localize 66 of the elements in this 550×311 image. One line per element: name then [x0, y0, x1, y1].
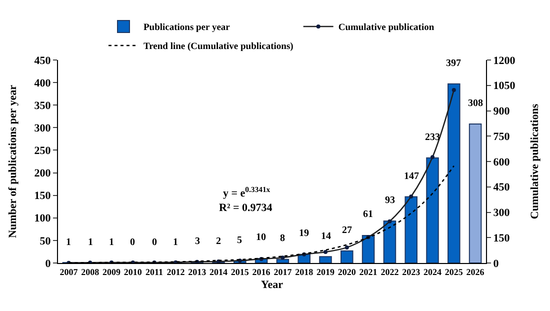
data-label: 308 — [468, 98, 483, 109]
x-tick-label: 2010 — [124, 266, 142, 277]
annotation: y = e$^{0.3341x}$ — [223, 185, 270, 200]
y-tick-label: 50 — [40, 235, 52, 248]
x-tick-label: 2013 — [188, 266, 207, 277]
y2-tick-label: 1050 — [493, 80, 516, 92]
y-tick-label: 150 — [34, 190, 52, 202]
x-tick-label: 2020 — [338, 266, 356, 277]
x-tick-label: 2019 — [316, 266, 335, 277]
data-label: 1 — [109, 237, 114, 248]
annotation: R² = 0.9734 — [219, 202, 273, 214]
data-label: 1 — [173, 237, 178, 248]
data-label: 8 — [280, 233, 285, 244]
data-label: 14 — [321, 231, 331, 242]
legend-label: Cumulative publication — [338, 23, 435, 34]
data-label: 397 — [446, 58, 461, 69]
y-tick-label: 250 — [34, 145, 52, 158]
data-label: 27 — [342, 225, 352, 236]
data-label: 1 — [88, 237, 93, 248]
y-axis-title: Number of publications per year — [6, 84, 19, 238]
data-label: 2 — [216, 236, 221, 247]
y-tick-label: 400 — [34, 77, 52, 90]
y-tick-label: 100 — [34, 212, 52, 225]
y2-tick-label: 600 — [493, 156, 510, 168]
x-tick-label: 2014 — [210, 266, 228, 277]
x-tick-label: 2026 — [466, 266, 485, 277]
legend-label: Trend line (Cumulative publications) — [144, 42, 294, 52]
data-label: 0 — [152, 237, 157, 248]
y2-tick-label: 0 — [493, 258, 500, 270]
y2-tick-label: 1200 — [493, 54, 516, 67]
y2-tick-label: 900 — [493, 106, 510, 118]
x-tick-label: 2022 — [380, 266, 400, 277]
x-tick-label: 2011 — [146, 266, 164, 277]
data-label: 1 — [66, 237, 71, 248]
legend-label: Publications per year — [144, 23, 231, 34]
x-tick-label: 2008 — [81, 266, 100, 277]
x-tick-label: 2024 — [424, 266, 442, 277]
x-tick-label: 2023 — [402, 266, 421, 277]
y2-tick-label: 300 — [493, 207, 510, 220]
x-axis-title: Year — [261, 279, 284, 291]
data-label: 19 — [299, 228, 309, 239]
x-tick-label: 2007 — [60, 266, 78, 277]
x-tick-label: 2015 — [230, 266, 250, 277]
data-label: 61 — [363, 209, 373, 220]
data-label: 3 — [195, 236, 200, 247]
data-label: 0 — [130, 237, 135, 248]
x-tick-label: 2021 — [359, 266, 378, 277]
x-tick-label: 2012 — [166, 266, 186, 277]
x-tick-label: 2025 — [444, 266, 464, 277]
y2-axis-title: Cumulative publications — [528, 103, 541, 220]
y-tick-label: 0 — [45, 258, 52, 270]
y2-tick-label: 450 — [493, 182, 510, 194]
data-label: 10 — [256, 232, 266, 243]
y-tick-label: 200 — [34, 168, 52, 180]
data-label: 147 — [404, 171, 419, 182]
x-tick-label: 2017 — [274, 266, 292, 277]
y-tick-label: 300 — [34, 122, 52, 135]
y2-tick-label: 750 — [493, 130, 510, 143]
x-tick-label: 2009 — [102, 266, 121, 277]
x-tick-label: 2016 — [252, 266, 271, 277]
y-tick-label: 450 — [34, 54, 52, 67]
data-label: 5 — [237, 235, 242, 246]
x-tick-label: 2018 — [295, 266, 314, 277]
y2-tick-label: 150 — [493, 232, 510, 244]
y-tick-label: 350 — [34, 100, 52, 112]
data-label: 93 — [385, 195, 395, 206]
